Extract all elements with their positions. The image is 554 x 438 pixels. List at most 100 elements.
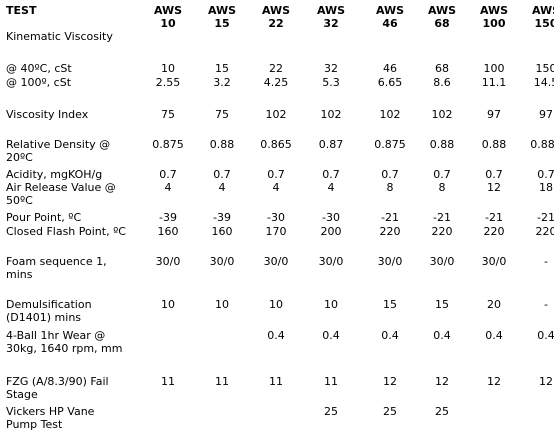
value-cell: 18 xyxy=(539,181,553,194)
row-label: @ 100º, cSt xyxy=(6,76,72,89)
value-cell: -21 xyxy=(485,211,503,224)
value-cell: 102 xyxy=(265,108,287,121)
value-cell: 12 xyxy=(487,181,501,194)
value-cell: 102 xyxy=(431,108,453,121)
value-cell: 10 xyxy=(215,298,229,311)
grade-header: AWS 46 xyxy=(375,4,405,30)
value-cell: 4 xyxy=(272,181,280,194)
value-cell: -30 xyxy=(267,211,285,224)
grade-header: AWS 10 xyxy=(153,4,183,30)
value-cell: 102 xyxy=(379,108,401,121)
value-cell: - xyxy=(544,298,548,311)
value-cell: -21 xyxy=(381,211,399,224)
value-cell: 220 xyxy=(431,225,453,238)
value-cell: 25 xyxy=(324,405,338,418)
grade-header: AWS 15 xyxy=(207,4,237,30)
value-cell: 3.2 xyxy=(213,76,231,89)
value-cell: 25 xyxy=(435,405,449,418)
value-cell: 0.885 xyxy=(530,138,554,151)
value-cell: -39 xyxy=(159,211,177,224)
value-cell: 10 xyxy=(161,298,175,311)
grade-header: AWS 32 xyxy=(316,4,346,30)
value-cell: 15 xyxy=(383,298,397,311)
value-cell: 0.865 xyxy=(260,138,292,151)
value-cell: 0.4 xyxy=(433,329,451,342)
value-cell: 0.4 xyxy=(381,329,399,342)
row-label: Vickers HP Vane Pump Test xyxy=(6,405,95,431)
value-cell: -30 xyxy=(322,211,340,224)
value-cell: 0.875 xyxy=(374,138,406,151)
value-cell: 20 xyxy=(487,298,501,311)
value-cell: 0.7 xyxy=(267,168,285,181)
value-cell: 200 xyxy=(320,225,342,238)
value-cell: 0.4 xyxy=(485,329,503,342)
value-cell: 15 xyxy=(215,62,229,75)
value-cell: 30/0 xyxy=(263,255,289,268)
test-header: TEST xyxy=(6,4,37,17)
value-cell: 0.4 xyxy=(267,329,285,342)
row-label: Relative Density @ 20ºC xyxy=(6,138,111,164)
value-cell: 0.7 xyxy=(213,168,231,181)
value-cell: 4 xyxy=(218,181,226,194)
value-cell: 0.7 xyxy=(159,168,177,181)
value-cell: 15 xyxy=(435,298,449,311)
value-cell: 160 xyxy=(211,225,233,238)
value-cell: 8 xyxy=(386,181,394,194)
value-cell: 102 xyxy=(320,108,342,121)
row-label: 4-Ball 1hr Wear @ 30kg, 1640 rpm, mm xyxy=(6,329,123,355)
grade-header: AWS150 xyxy=(531,4,554,30)
value-cell: 11 xyxy=(161,375,175,388)
value-cell: 22 xyxy=(269,62,283,75)
value-cell: 30/0 xyxy=(377,255,403,268)
value-cell: 4 xyxy=(327,181,335,194)
value-cell: -21 xyxy=(433,211,451,224)
value-cell: 11.1 xyxy=(481,76,507,89)
value-cell: 30/0 xyxy=(429,255,455,268)
value-cell: 0.7 xyxy=(485,168,503,181)
row-label: Demulsification (D1401) mins xyxy=(6,298,92,324)
value-cell: 0.875 xyxy=(152,138,184,151)
value-cell: 0.87 xyxy=(318,138,344,151)
value-cell: 0.7 xyxy=(322,168,340,181)
value-cell: 160 xyxy=(157,225,179,238)
value-cell: 25 xyxy=(383,405,397,418)
row-label: Air Release Value @ 50ºC xyxy=(6,181,116,207)
value-cell: 0.88 xyxy=(209,138,235,151)
value-cell: -39 xyxy=(213,211,231,224)
value-cell: 0.7 xyxy=(537,168,554,181)
row-label: FZG (A/8.3/90) Fail Stage xyxy=(6,375,109,401)
grade-header: AWS 100 xyxy=(479,4,509,30)
value-cell: 11 xyxy=(324,375,338,388)
value-cell: 10 xyxy=(324,298,338,311)
row-label: Closed Flash Point, ºC xyxy=(6,225,126,238)
value-cell: 30/0 xyxy=(209,255,235,268)
value-cell: 12 xyxy=(435,375,449,388)
value-cell: 0.88 xyxy=(481,138,507,151)
value-cell: 12 xyxy=(487,375,501,388)
value-cell: 5.3 xyxy=(322,76,340,89)
value-cell: 220 xyxy=(483,225,505,238)
grade-header: AWS 68 xyxy=(427,4,457,30)
value-cell: 12 xyxy=(383,375,397,388)
value-cell: - xyxy=(544,255,548,268)
value-cell: 11 xyxy=(215,375,229,388)
row-label: Foam sequence 1, mins xyxy=(6,255,107,281)
value-cell: 10 xyxy=(161,62,175,75)
value-cell: 97 xyxy=(487,108,501,121)
value-cell: 0.4 xyxy=(537,329,554,342)
value-cell: 150 xyxy=(535,62,554,75)
value-cell: 30/0 xyxy=(155,255,181,268)
value-cell: 220 xyxy=(379,225,401,238)
value-cell: 68 xyxy=(435,62,449,75)
row-label: Pour Point, ºC xyxy=(6,211,82,224)
value-cell: 8 xyxy=(438,181,446,194)
value-cell: 170 xyxy=(265,225,287,238)
value-cell: 4.25 xyxy=(263,76,289,89)
value-cell: 100 xyxy=(483,62,505,75)
value-cell: 0.88 xyxy=(429,138,455,151)
value-cell: 11 xyxy=(269,375,283,388)
value-cell: 8.6 xyxy=(433,76,451,89)
value-cell: 0.4 xyxy=(322,329,340,342)
row-label: Viscosity Index xyxy=(6,108,89,121)
